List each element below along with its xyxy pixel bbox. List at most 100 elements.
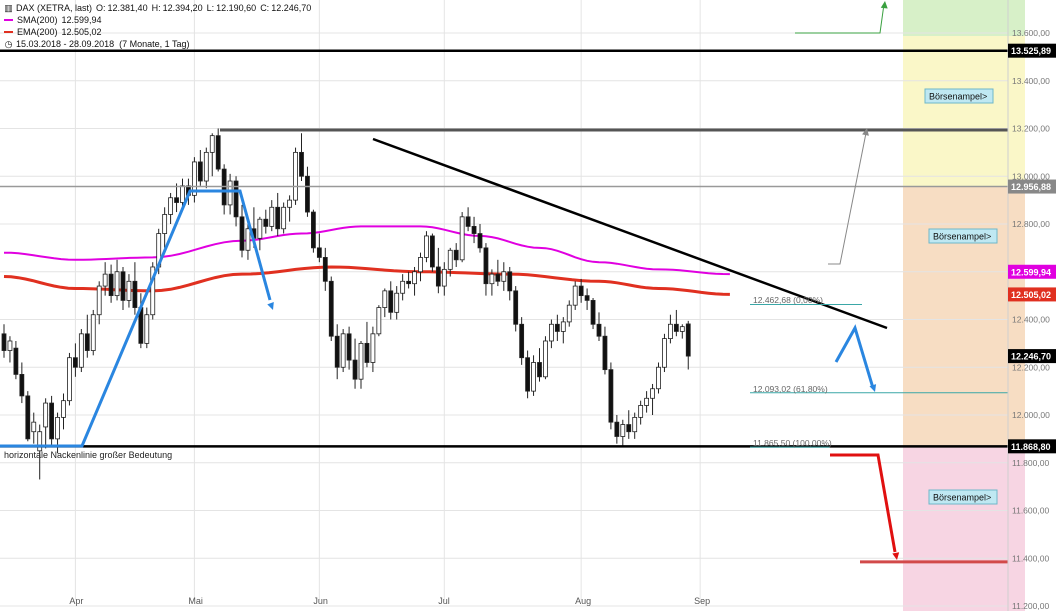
ohlc-h-value: 12.394,20 xyxy=(162,3,203,13)
y-tick-label: 12.200,00 xyxy=(1012,362,1050,372)
candle-body xyxy=(322,257,328,282)
candle-body xyxy=(168,197,174,215)
candle-body xyxy=(495,273,501,282)
candle-body xyxy=(245,228,251,251)
ema200-line xyxy=(3,265,730,296)
price-tag-label: 11.868,80 xyxy=(1011,442,1051,452)
y-tick-label: 11.400,00 xyxy=(1012,553,1049,563)
candle-body xyxy=(602,335,608,371)
candle-body xyxy=(543,340,548,378)
candle-body xyxy=(656,366,661,390)
y-tick-label: 11.800,00 xyxy=(1012,458,1049,468)
candle-body xyxy=(108,273,114,297)
ohlc-c-label: C: xyxy=(260,3,270,13)
candle-body xyxy=(673,323,679,332)
y-tick-label: 13.400,00 xyxy=(1012,76,1050,86)
candle-body xyxy=(441,268,447,287)
candle-body xyxy=(513,290,519,325)
candle-body xyxy=(537,362,542,378)
price-tag-box xyxy=(1008,179,1056,194)
candle-body xyxy=(465,216,471,227)
candle-body xyxy=(19,374,25,397)
y-tick-label: 12.000,00 xyxy=(1012,410,1050,420)
candle-body xyxy=(489,273,495,285)
ema-swatch xyxy=(4,31,13,33)
green-arrow-path xyxy=(795,3,885,34)
y-tick-label: 12.400,00 xyxy=(1012,315,1050,325)
price-tag-label: 12.599,94 xyxy=(1011,267,1051,277)
blue-arrow-right-path xyxy=(834,324,875,389)
x-tick-label: Aug xyxy=(575,596,591,606)
candle-body xyxy=(1,333,7,351)
blue-arrow-head-right xyxy=(869,384,877,392)
candle-body xyxy=(596,323,602,337)
candle-body xyxy=(144,314,150,344)
ohlc-c-value: 12.246,70 xyxy=(271,3,312,13)
candle-body xyxy=(679,326,685,332)
ohlc-h-label: H: xyxy=(151,3,161,13)
legend-instrument-row: ▥ DAX (XETRA, last) O: 12.381,40 H: 12.3… xyxy=(4,2,311,14)
candle-body xyxy=(209,135,215,153)
candle-body xyxy=(293,151,298,201)
chart-legend: ▥ DAX (XETRA, last) O: 12.381,40 H: 12.3… xyxy=(4,2,311,50)
candle-body xyxy=(519,323,525,359)
candle-body xyxy=(578,285,584,297)
candle-body xyxy=(584,295,590,301)
ohlc-l-value: 12.190,60 xyxy=(216,3,257,13)
candle-body xyxy=(114,271,120,297)
candle-body xyxy=(37,431,43,452)
candle-body xyxy=(67,357,72,402)
candle-body xyxy=(227,180,233,206)
candle-body xyxy=(96,285,102,316)
candle-body xyxy=(572,285,578,306)
y-tick-label: 12.800,00 xyxy=(1012,219,1050,229)
candle-body xyxy=(435,266,441,287)
price-tag-label: 13.525,89 xyxy=(1011,46,1051,56)
candle-body xyxy=(299,151,304,177)
boersenampel-button[interactable] xyxy=(928,489,998,505)
candle-body xyxy=(632,416,638,433)
candle-body xyxy=(287,199,293,208)
candle-body xyxy=(364,342,370,363)
candle-body xyxy=(275,206,281,230)
zone-yellow xyxy=(903,36,1025,187)
legend-ema-row: EMA(200) 12.505,02 xyxy=(4,26,311,38)
candle-body xyxy=(281,206,287,230)
ohlc-l-label: L: xyxy=(206,3,215,13)
boersenampel-button[interactable] xyxy=(924,88,994,104)
candle-body xyxy=(43,402,49,428)
candle-body xyxy=(197,161,203,182)
candle-body xyxy=(126,280,132,301)
candle-body xyxy=(662,338,667,368)
candle-body xyxy=(340,333,346,368)
red-arrow-head xyxy=(892,552,900,560)
blue-pattern-path xyxy=(0,189,272,448)
price-tag-box xyxy=(1008,43,1056,58)
candle-body xyxy=(388,290,394,313)
candle-body xyxy=(477,233,483,249)
sma-label: SMA(200) xyxy=(17,15,58,25)
candle-body xyxy=(13,347,19,375)
legend-sma-row: SMA(200) 12.599,94 xyxy=(4,14,311,26)
candle-body xyxy=(483,247,489,285)
y-tick-label: 13.200,00 xyxy=(1012,124,1050,134)
candlestick-icon: ▥ xyxy=(4,3,13,13)
candle-body xyxy=(620,424,626,437)
candle-body xyxy=(400,280,406,294)
candle-body xyxy=(382,290,388,308)
y-tick-label: 13.000,00 xyxy=(1012,171,1050,181)
candle-body xyxy=(162,214,168,234)
price-tag-box xyxy=(1008,349,1056,364)
candle-body xyxy=(191,161,197,196)
candle-body xyxy=(257,218,263,239)
candle-body xyxy=(668,323,673,339)
candle-body xyxy=(269,206,275,227)
price-tag-box xyxy=(1008,439,1056,454)
x-tick-label: Apr xyxy=(69,596,83,606)
ohlc-o-label: O: xyxy=(96,3,106,13)
candle-body xyxy=(608,369,614,423)
candle-body xyxy=(215,135,221,170)
boersenampel-button-label: Börsenampel> xyxy=(929,92,987,102)
boersenampel-button[interactable] xyxy=(928,228,998,244)
